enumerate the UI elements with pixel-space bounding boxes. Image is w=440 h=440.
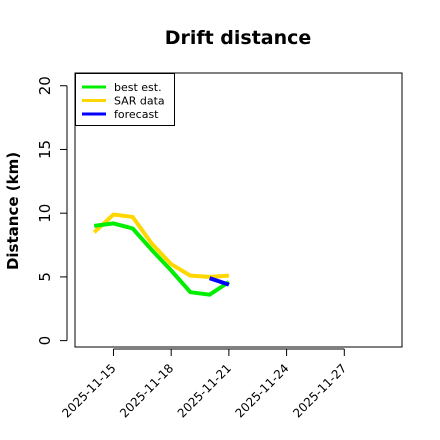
legend-label: SAR data xyxy=(114,95,165,108)
x-tick-label: 2025-11-18 xyxy=(117,361,176,420)
plot-area-frame xyxy=(74,72,403,348)
y-tick-label: 10 xyxy=(36,204,54,223)
chart-title: Drift distance xyxy=(165,27,312,49)
y-tick-label: 0 xyxy=(36,336,54,346)
x-axis: 2025-11-152025-11-182025-11-212025-11-24… xyxy=(59,348,349,420)
y-tick-label: 15 xyxy=(36,140,54,159)
x-tick-label: 2025-11-24 xyxy=(232,361,291,420)
y-axis-label: Distance (km) xyxy=(4,152,22,270)
series-line-sar-data xyxy=(92,212,230,279)
legend-label: forecast xyxy=(114,108,159,121)
x-tick-label: 2025-11-21 xyxy=(175,361,234,420)
x-tick-label: 2025-11-15 xyxy=(59,361,118,420)
series-line-forecast xyxy=(208,276,230,287)
legend-label: best est. xyxy=(114,81,162,94)
series-line-best-est xyxy=(93,221,230,297)
series-layer xyxy=(92,212,230,297)
y-tick-label: 20 xyxy=(36,76,54,95)
y-tick-label: 5 xyxy=(36,272,54,282)
x-tick-label: 2025-11-27 xyxy=(290,361,349,420)
y-axis: 0 5 10 15 20 xyxy=(36,76,68,346)
